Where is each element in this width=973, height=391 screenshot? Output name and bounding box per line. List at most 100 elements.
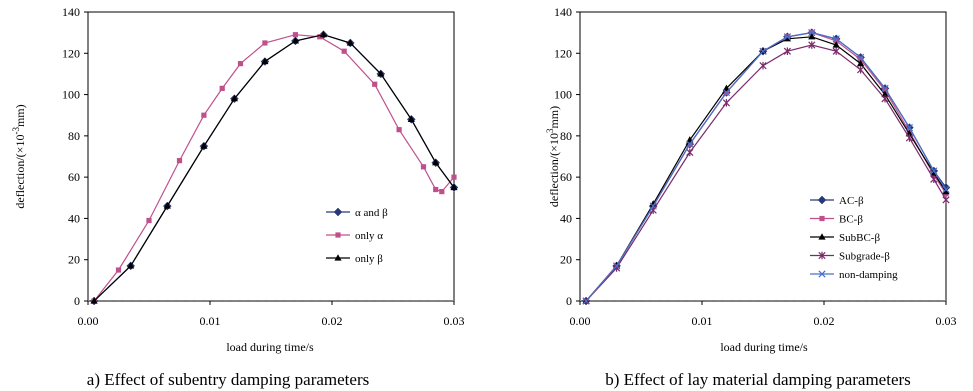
legend-marker — [334, 254, 342, 261]
legend-entry: non-damping — [810, 269, 898, 281]
x-tick-label: 0.02 — [814, 314, 835, 328]
data-point — [881, 84, 889, 93]
data-point — [612, 262, 621, 270]
y-tick-label: 120 — [62, 46, 80, 60]
legend-entry: only β — [326, 253, 383, 265]
y-tick-label: 100 — [554, 88, 572, 102]
chart-caption: b) Effect of lay material damping parame… — [605, 370, 911, 389]
x-axis-label: load during time/s — [720, 340, 808, 354]
legend-label: BC-β — [839, 214, 863, 226]
data-point — [292, 32, 298, 38]
legend-entry: BC-β — [810, 214, 863, 226]
data-point — [881, 94, 889, 103]
data-point — [686, 140, 694, 148]
series-diamond — [89, 30, 459, 306]
y-tick-label: 0 — [74, 294, 80, 308]
data-point — [317, 34, 323, 40]
y-axis-label: deflection/(×10-3mm) — [11, 104, 27, 208]
series-square — [91, 32, 457, 304]
series-triangle — [90, 30, 458, 304]
legend-label: only β — [355, 253, 383, 265]
chart-b: 0 20 40 60 80 100 120 140 0.00 0.01 0.02 0.03 load d… — [545, 5, 957, 389]
series-line — [93, 34, 455, 302]
data-point — [451, 174, 457, 180]
series-line — [93, 34, 455, 302]
data-point — [407, 115, 415, 122]
legend-entry: Subgrade-β — [810, 251, 890, 263]
data-point — [582, 297, 590, 305]
data-point — [857, 59, 865, 67]
y-tick-label: 100 — [62, 88, 80, 102]
y-tick-label: 80 — [68, 129, 80, 143]
y-tick-label: 60 — [560, 170, 572, 184]
x-axis: 0.00 0.01 0.02 0.03 — [570, 301, 957, 328]
data-point — [291, 37, 299, 44]
data-point — [450, 183, 458, 191]
x-axis-label: load during time/s — [226, 340, 314, 354]
data-point — [200, 142, 208, 149]
plot-frame — [87, 11, 455, 302]
x-axis: 0.00 0.01 0.02 0.03 — [78, 301, 465, 328]
data-point — [219, 85, 225, 91]
legend-entry: SubBC-β — [810, 232, 880, 244]
data-point — [759, 47, 767, 55]
data-point — [930, 167, 938, 175]
series-line — [93, 34, 455, 302]
data-point — [439, 188, 445, 195]
data-point — [942, 196, 950, 204]
legend-label: SubBC-β — [839, 232, 880, 244]
data-point — [396, 127, 402, 133]
legend-marker — [819, 215, 825, 222]
y-tick-label: 0 — [566, 294, 572, 308]
data-point — [856, 53, 865, 62]
series-square — [583, 30, 949, 304]
y-tick-label: 40 — [68, 211, 80, 225]
data-point — [90, 297, 98, 304]
y-tick-label: 120 — [554, 46, 572, 60]
data-point — [808, 32, 816, 40]
x-tick-label: 0.00 — [78, 314, 99, 328]
legend-entry: α and β — [326, 207, 388, 219]
data-point — [262, 40, 268, 46]
legend-label: α and β — [355, 207, 388, 219]
series-line — [585, 44, 947, 302]
data-point — [832, 35, 840, 43]
legend-marker — [818, 233, 826, 240]
data-point — [882, 87, 888, 94]
legend: α and β only α only β — [326, 207, 388, 265]
data-point — [858, 56, 864, 63]
data-point — [649, 202, 657, 210]
data-point — [905, 134, 914, 142]
legend-marker — [817, 195, 827, 205]
legend-marker — [333, 207, 343, 217]
y-tick-label: 40 — [560, 211, 572, 225]
y-tick-label: 60 — [68, 170, 80, 184]
legend-label: only α — [355, 230, 383, 242]
legend-entry: only α — [326, 230, 383, 242]
data-point — [832, 41, 840, 48]
legend-label: Subgrade-β — [839, 251, 890, 263]
data-point — [346, 39, 354, 46]
series-line — [585, 31, 947, 302]
data-point — [115, 267, 122, 273]
data-point — [319, 30, 328, 38]
data-point — [127, 262, 135, 269]
legend-marker — [335, 232, 341, 238]
legend: AC-β BC-β SubBC-β Subgrade-β non-damping — [810, 195, 898, 281]
chart-a: 0 20 40 60 80 100 120 140 0.00 0.01 0.02 0.03 load d… — [11, 5, 465, 389]
data-point — [722, 84, 730, 91]
data-point — [433, 186, 439, 193]
data-point — [942, 185, 950, 194]
y-tick-label: 140 — [62, 5, 80, 19]
data-point — [783, 47, 792, 56]
data-point — [783, 33, 792, 41]
data-point — [881, 90, 889, 98]
data-point — [808, 29, 816, 37]
data-point — [930, 175, 938, 184]
data-point — [833, 38, 839, 44]
data-point — [856, 66, 865, 74]
x-tick-label: 0.01 — [200, 314, 221, 328]
legend-entry: AC-β — [810, 195, 864, 207]
data-point — [420, 164, 427, 170]
legend-marker — [818, 251, 826, 260]
